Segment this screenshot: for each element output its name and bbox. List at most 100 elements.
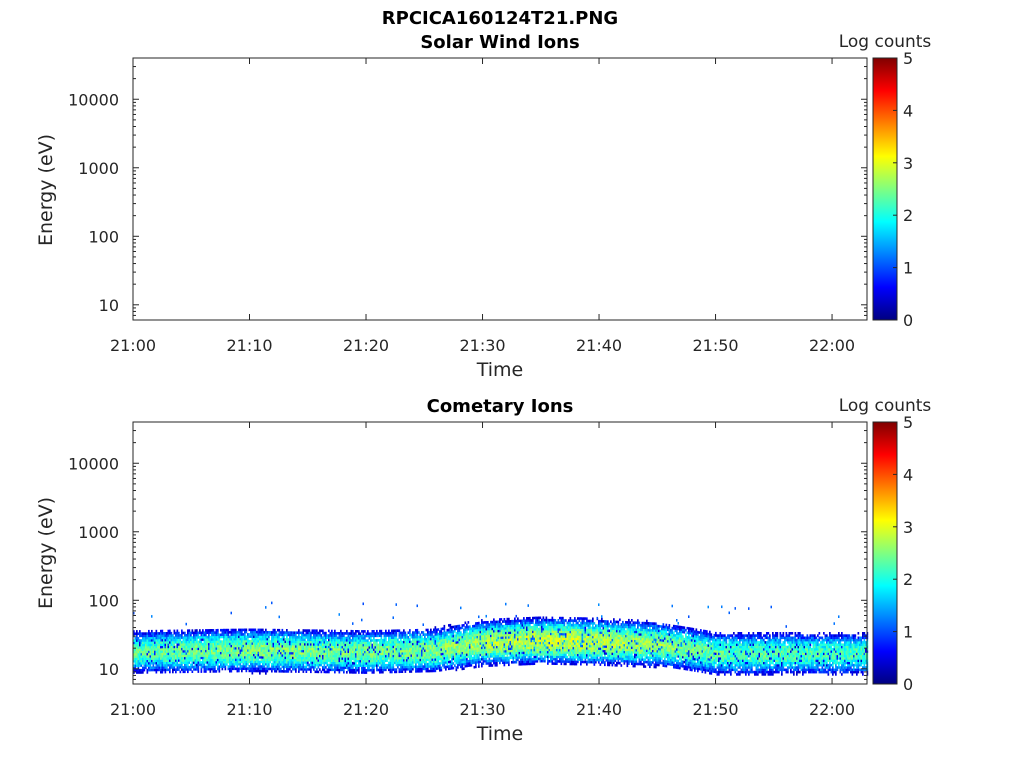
cometary-heatmap-cell: [466, 624, 468, 627]
cometary-heatmap-cell: [184, 666, 186, 669]
cometary-heatmap-cell: [541, 632, 543, 635]
cometary-heatmap-cell: [283, 652, 285, 655]
cometary-heatmap-cell: [448, 631, 450, 634]
cometary-heatmap-cell: [292, 654, 294, 657]
cometary-heatmap-cell: [330, 664, 332, 667]
cometary-heatmap-cell: [415, 663, 417, 666]
cometary-heatmap-cell: [352, 641, 354, 644]
cometary-heatmap-cell: [496, 632, 498, 635]
cometary-heatmap-cell: [382, 660, 384, 663]
cometary-heatmap-cell: [390, 648, 392, 651]
cometary-heatmap-cell: [375, 648, 377, 651]
solar-wind-ytick-label: 1000: [78, 159, 119, 178]
cometary-heatmap-cell: [157, 646, 159, 649]
cometary-heatmap-cell: [243, 658, 245, 661]
cometary-heatmap-cell: [240, 665, 242, 668]
cometary-heatmap-cell: [493, 637, 495, 640]
cometary-heatmap-cell: [519, 649, 521, 652]
cometary-heatmap-cell: [247, 658, 249, 661]
cometary-heatmap-cell: [298, 632, 300, 635]
cometary-heatmap-cell: [415, 654, 417, 657]
cometary-heatmap-cell: [495, 646, 497, 649]
cometary-heatmap-cell: [460, 634, 462, 637]
cometary-heatmap-cell: [244, 642, 246, 645]
cometary-heatmap-cell: [297, 638, 299, 641]
cometary-heatmap-cell: [321, 643, 323, 646]
cometary-heatmap-cell: [465, 642, 467, 645]
cometary-heatmap-cell: [246, 663, 248, 666]
cometary-heatmap-cell: [456, 655, 458, 658]
cometary-heatmap-cell: [166, 648, 168, 651]
cometary-heatmap-cell: [313, 668, 315, 671]
cometary-heatmap-cell: [474, 659, 476, 662]
cometary-heatmap-cell: [444, 661, 446, 664]
cometary-heatmap-cell: [412, 666, 414, 669]
cometary-heatmap-cell: [399, 636, 401, 639]
cometary-heatmap-cell: [154, 657, 156, 660]
cometary-heatmap-cell: [315, 632, 317, 635]
cometary-heatmap-cell: [438, 656, 440, 659]
cometary-heatmap-cell: [280, 670, 282, 673]
cometary-heatmap-cell: [490, 623, 492, 626]
cometary-heatmap-cell: [295, 661, 297, 664]
cometary-heatmap-cell: [520, 661, 522, 664]
cometary-heatmap-cell: [426, 647, 428, 650]
cometary-heatmap-cell: [532, 619, 534, 622]
cometary-heatmap-cell: [531, 633, 533, 636]
cometary-heatmap-cell: [289, 638, 291, 641]
cometary-heatmap-cell: [384, 650, 386, 653]
cometary-heatmap-cell: [519, 624, 521, 627]
cometary-heatmap-cell: [388, 630, 390, 633]
cometary-heatmap-cell: [493, 657, 495, 660]
cometary-heatmap-cell: [207, 647, 209, 650]
cometary-heatmap-cell: [469, 641, 471, 644]
cometary-heatmap-cell: [477, 624, 479, 627]
cometary-heatmap-cell: [196, 652, 198, 655]
cometary-heatmap-cell: [454, 657, 456, 660]
cometary-heatmap-cell: [468, 626, 470, 629]
cometary-heatmap-cell: [328, 643, 330, 646]
cometary-heatmap-cell: [412, 659, 414, 662]
cometary-heatmap-cell: [415, 670, 417, 673]
cometary-heatmap-cell: [426, 661, 428, 664]
cometary-heatmap-cell: [175, 646, 177, 649]
cometary-heatmap-cell: [219, 656, 221, 659]
cometary-heatmap-cell: [520, 658, 522, 661]
cometary-heatmap-cell: [181, 636, 183, 639]
cometary-heatmap-cell: [316, 639, 318, 642]
cometary-heatmap-cell: [424, 661, 426, 664]
cometary-heatmap-cell: [343, 639, 345, 642]
cometary-heatmap-cell: [223, 633, 225, 636]
cometary-heatmap-cell: [445, 666, 447, 669]
cometary-heatmap-cell: [301, 654, 303, 657]
cometary-heatmap-cell: [426, 670, 428, 673]
cometary-heatmap-cell: [457, 650, 459, 653]
cometary-heatmap-cell: [237, 633, 239, 636]
cometary-heatmap-cell: [535, 628, 537, 631]
cometary-heatmap-cell: [504, 632, 506, 635]
cometary-heatmap-cell: [415, 666, 417, 669]
cometary-heatmap-cell: [145, 653, 147, 656]
cometary-heatmap-cell: [271, 670, 273, 673]
cometary-heatmap-cell: [144, 641, 146, 644]
cometary-heatmap-cell: [442, 648, 444, 651]
cometary-heatmap-cell: [306, 657, 308, 660]
cometary-heatmap-cell: [240, 633, 242, 636]
cometary-heatmap-cell: [297, 657, 299, 660]
cometary-heatmap-cell: [519, 643, 521, 646]
cometary-heatmap-cell: [231, 665, 233, 668]
cometary-heatmap-cell: [468, 653, 470, 656]
cometary-heatmap-cell: [184, 648, 186, 651]
cometary-heatmap-cell: [484, 635, 486, 638]
cometary-heatmap-cell: [157, 648, 159, 651]
cometary-heatmap-cell: [447, 661, 449, 664]
cometary-heatmap-cell: [499, 621, 501, 624]
cometary-heatmap-cell: [177, 650, 179, 653]
cometary-heatmap-cell: [336, 648, 338, 651]
cometary-heatmap-cell: [255, 658, 257, 661]
cometary-heatmap-cell: [478, 640, 480, 643]
cometary-heatmap-cell: [492, 630, 494, 633]
cometary-heatmap-cell: [319, 632, 321, 635]
cometary-heatmap-cell: [510, 620, 512, 623]
cometary-heatmap-cell: [460, 652, 462, 655]
